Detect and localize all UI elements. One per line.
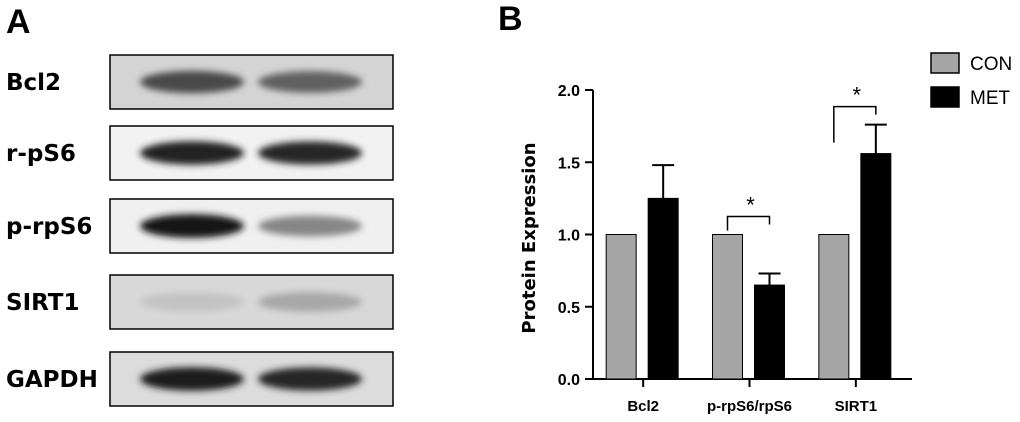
blot-row-label: GAPDH xyxy=(6,367,98,393)
blot-band xyxy=(140,292,244,312)
blot-band xyxy=(258,292,362,312)
blot-band xyxy=(140,141,244,165)
bars xyxy=(605,123,892,380)
bar-met xyxy=(647,197,679,380)
blot-row: GAPDH xyxy=(6,351,394,407)
blot-row: p-rpS6 xyxy=(6,198,394,254)
legend-swatch-met xyxy=(930,86,960,108)
bar-chart: Protein Expression 0.0 0.5 1.0 1.5 2.0 Bcl2 p… xyxy=(519,83,912,415)
x-category-label: Bcl2 xyxy=(627,398,659,415)
blot-band xyxy=(140,214,244,238)
blot-row: SIRT1 xyxy=(6,274,394,330)
bar-met xyxy=(860,153,892,380)
panel-letter-b: B xyxy=(498,0,523,38)
x-category-label: SIRT1 xyxy=(835,398,878,415)
y-axis-title: Protein Expression xyxy=(519,142,540,333)
panel-letter-a: A xyxy=(6,3,31,41)
western-blot-panel: Bcl2 r-pS6 p-rpS6 SIRT1 GAPDH xyxy=(6,54,394,407)
blot-row-label: Bcl2 xyxy=(6,70,61,96)
bar-con xyxy=(818,234,850,380)
y-axis: 0.0 0.5 1.0 1.5 2.0 xyxy=(558,83,594,389)
legend-label-con: CON xyxy=(970,54,1012,75)
y-tick-label: 2.0 xyxy=(558,83,580,100)
y-tick-label: 1.0 xyxy=(558,228,580,245)
blot-row-label: p-rpS6 xyxy=(6,214,92,240)
x-category-label: p-rpS6/rpS6 xyxy=(707,398,792,415)
blot-row: r-pS6 xyxy=(6,125,394,181)
bar-con xyxy=(605,234,637,380)
y-tick-label: 0.5 xyxy=(558,300,580,317)
bar-met xyxy=(754,284,785,380)
blot-band xyxy=(258,367,362,391)
blot-row-label: SIRT1 xyxy=(6,290,80,316)
significance-brackets: ** xyxy=(726,83,877,231)
significance-bracket xyxy=(726,215,771,231)
blot-band xyxy=(140,70,244,94)
blot-band xyxy=(140,367,244,391)
blot-band xyxy=(258,141,362,165)
bar-con xyxy=(712,234,743,380)
significance-star: * xyxy=(746,193,755,218)
y-tick-label: 1.5 xyxy=(558,155,580,172)
legend-swatch-con xyxy=(930,52,960,74)
y-tick-label: 0.0 xyxy=(558,372,580,389)
blot-band xyxy=(258,215,362,237)
legend: CON MET xyxy=(930,52,1012,109)
legend-label-met: MET xyxy=(970,88,1011,109)
x-axis: Bcl2 p-rpS6/rpS6 SIRT1 xyxy=(593,378,912,415)
blot-row: Bcl2 xyxy=(6,54,394,110)
blot-row-label: r-pS6 xyxy=(6,141,76,167)
significance-star: * xyxy=(853,83,862,108)
significance-bracket xyxy=(833,105,877,143)
blot-band xyxy=(258,71,362,93)
